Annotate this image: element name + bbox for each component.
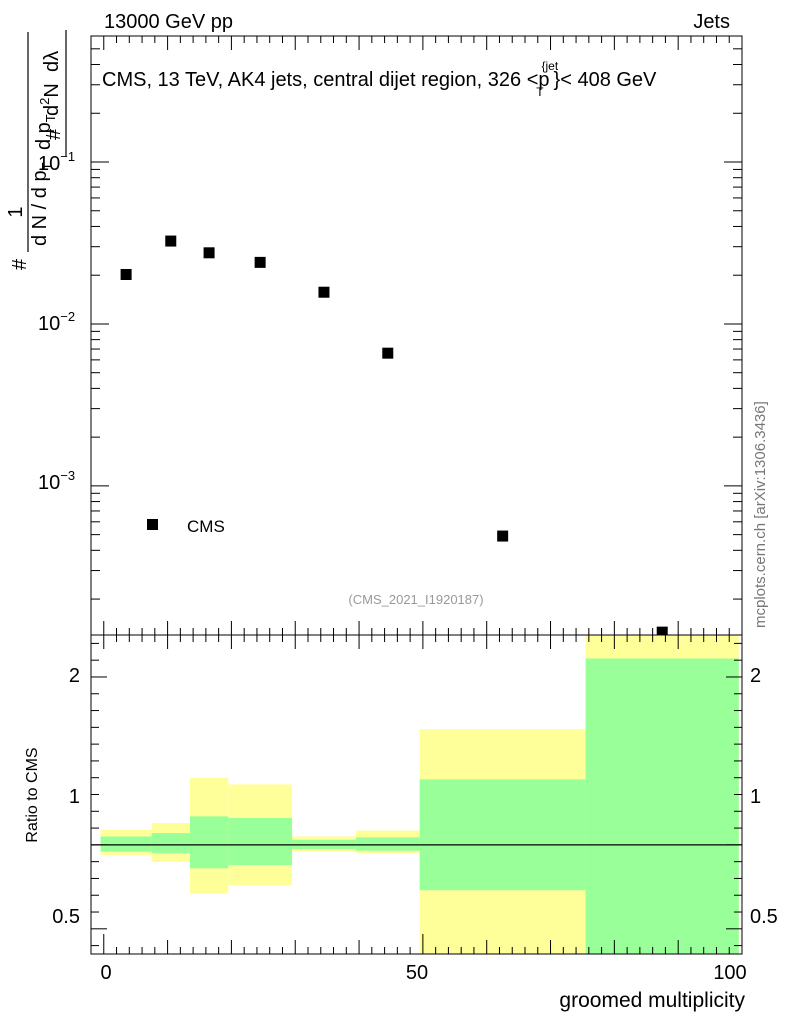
ratio-ytick-left-2: 2 [69,665,80,687]
inner-band-bin-0 [100,836,152,852]
xtick-label-50: 50 [406,962,428,984]
title-main: CMS, 13 TeV, AK4 jets, central dijet reg… [102,69,550,91]
ytick-label-0: 10−1 [38,149,75,175]
main-ylabel: # 1 d N / d pT # d pT d2N dλ [5,30,67,270]
cms-point-4 [318,286,330,298]
cms-point-3 [254,256,266,268]
cms-point-6 [497,530,509,542]
ytick-label-2: 10−3 [38,468,75,494]
ratio-ylabel: Ratio to CMS [24,747,41,842]
inner-band-bin-2 [189,816,229,869]
title-tail: }< 408 GeV [554,69,658,91]
xtick-label-100: 100 [713,962,746,984]
category-label: Jets [693,11,730,33]
title-sup: {jet [542,59,559,73]
ytick-label-1: 10−2 [38,309,75,335]
ratio-ticks [91,635,743,954]
energy-label: 13000 GeV pp [104,11,233,33]
source-watermark: mcplots.cern.ch [arXiv:1306.3436] [752,401,769,628]
ratio-bands [100,635,739,954]
cms-point-2 [203,247,215,259]
ratio-ytick-right-1: 1 [750,786,761,808]
ylabel-dlambda: dλ [41,51,63,72]
inner-band-bin-6 [419,779,586,891]
ylabel-hash-2: # [43,128,65,140]
cms-point-7 [656,626,668,638]
ratio-ytick-right-0: 0.5 [750,906,778,928]
inner-band-bin-3 [228,818,293,866]
ratio-ytick-left-0: 0.5 [52,906,80,928]
cms-markers [120,235,668,638]
analysis-id: (CMS_2021_I1920187) [348,592,483,607]
main-panel: (CMS_2021_I1920187) CMS, 13 TeV, AK4 jet… [5,30,743,638]
inner-band-bin-7 [585,658,739,954]
ylabel-one: 1 [5,206,27,217]
ratio-ytick-left-1: 1 [69,786,80,808]
cms-point-0 [120,269,132,281]
cms-point-1 [165,235,177,247]
main-frame [90,35,743,636]
xaxis-label: groomed multiplicity [559,989,745,1012]
ylabel-num-dp: d pT [33,114,58,150]
chart-title: CMS, 13 TeV, AK4 jets, central dijet reg… [102,59,657,99]
ylabel-d: d2N [37,83,63,116]
title-sub: T [536,85,544,99]
ylabel-denominator: d N / d pT [29,162,54,246]
ratio-panel: 0.5 1 2 0.5 1 2 0 50 100 groomed multipl… [24,634,778,1012]
inner-band-bin-5 [355,837,420,851]
xtick-label-0: 0 [100,962,111,984]
ylabel-hash-1: # [9,258,31,270]
legend-label-cms: CMS [187,517,225,536]
ratio-ytick-right-2: 2 [750,665,761,687]
legend-marker-cms [147,519,158,530]
main-ticks [91,36,743,635]
inner-band-bin-1 [151,833,190,854]
cms-point-5 [382,347,394,359]
